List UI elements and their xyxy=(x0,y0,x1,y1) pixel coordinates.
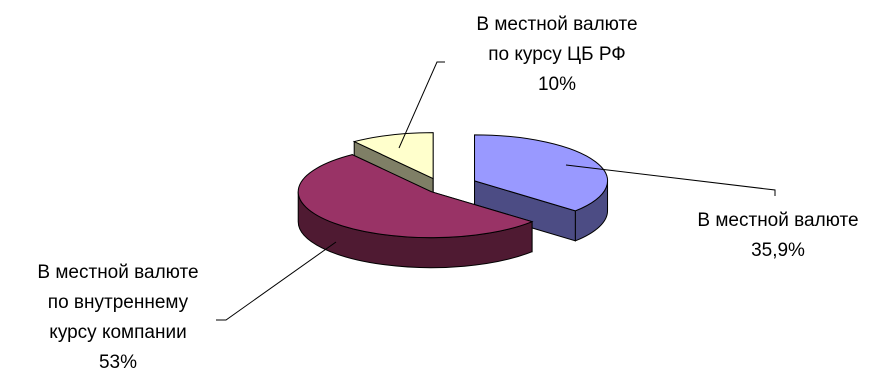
category-label-0-0: В местной валюте xyxy=(697,210,858,231)
pie-slice-2 xyxy=(352,132,434,180)
leader-line-2 xyxy=(398,61,445,149)
category-label-1-2: курсу компании xyxy=(49,322,186,343)
value-label-0: 35,9% xyxy=(751,240,805,261)
category-label-2-1: по курсу ЦБ РФ xyxy=(488,44,626,65)
category-label-2-0: В местной валюте xyxy=(476,14,637,35)
pie-slice-0 xyxy=(474,134,609,212)
category-label-1-0: В местной валюте xyxy=(37,262,198,283)
slice-tops xyxy=(297,132,609,239)
value-label-1: 53% xyxy=(99,352,137,373)
leader-lines xyxy=(216,61,776,321)
data-label-2: В местной валюте по курсу ЦБ РФ 10% xyxy=(476,14,637,95)
data-label-0: В местной валюте 35,9% xyxy=(697,210,858,261)
data-labels: В местной валюте 35,9% В местной валюте по … xyxy=(37,14,858,373)
data-label-1: В местной валюте по внутреннему курсу комп… xyxy=(37,262,198,373)
pie-slice-1 xyxy=(297,154,534,239)
value-label-2: 10% xyxy=(538,74,576,95)
category-label-1-1: по внутреннему xyxy=(48,292,189,313)
leader-line-0 xyxy=(565,164,776,196)
leader-line-1 xyxy=(216,241,337,321)
